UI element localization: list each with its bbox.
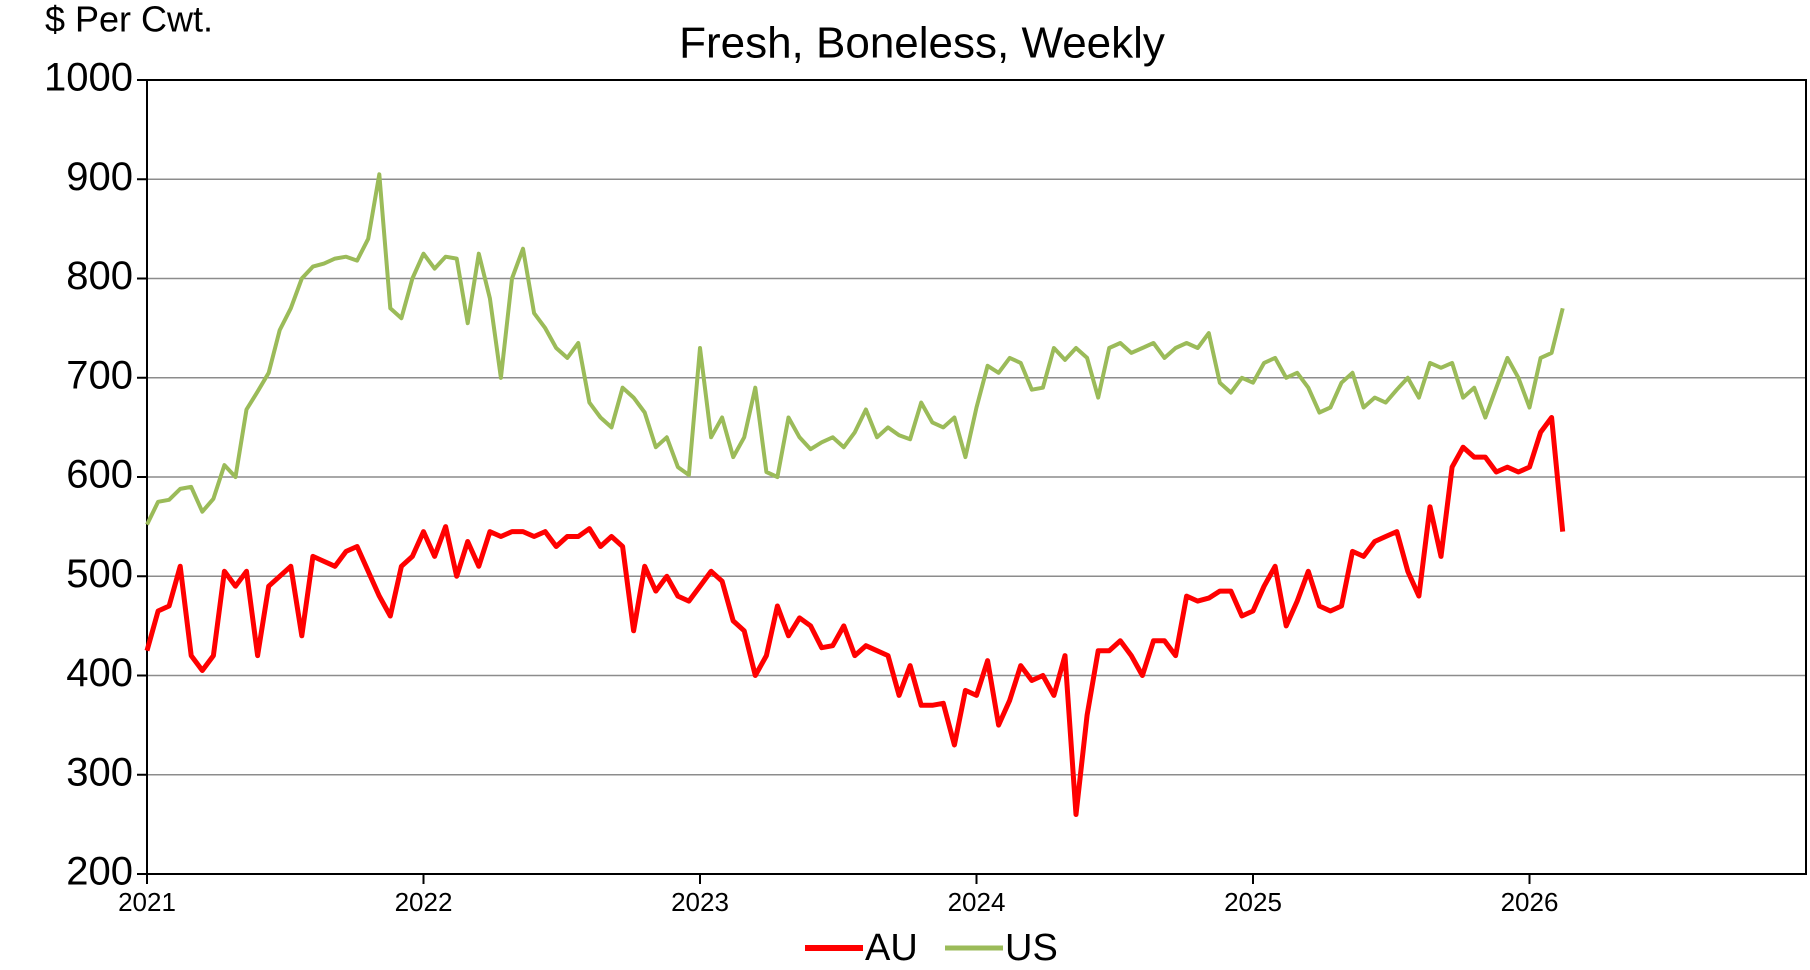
y-tick-label: 1000 [44,56,133,100]
chart-title: Fresh, Boneless, Weekly [679,19,1165,68]
line-series [144,415,1566,817]
y-tick-label: 700 [66,353,133,397]
legend-label: US [1005,927,1058,969]
y-tick-label: 300 [66,750,133,794]
x-tick-label: 2025 [1224,887,1282,917]
y-tick-label: 900 [66,155,133,199]
plot-frame [146,79,1807,875]
y-tick-label: 200 [66,850,133,894]
x-tick-label: 2022 [395,887,453,917]
x-tick-label: 2023 [671,887,729,917]
x-tick-label: 2024 [948,887,1006,917]
legend-label: AU [865,927,918,969]
x-tick-label: 2026 [1501,887,1559,917]
y-axis-label: $ Per Cwt. [45,0,213,40]
x-tick-label: 2021 [118,887,176,917]
y-tick-label: 600 [66,453,133,497]
y-tick-label: 400 [66,651,133,695]
y-tick-label: 800 [66,254,133,298]
y-tick-label: 500 [66,552,133,596]
line-series [145,172,1565,526]
